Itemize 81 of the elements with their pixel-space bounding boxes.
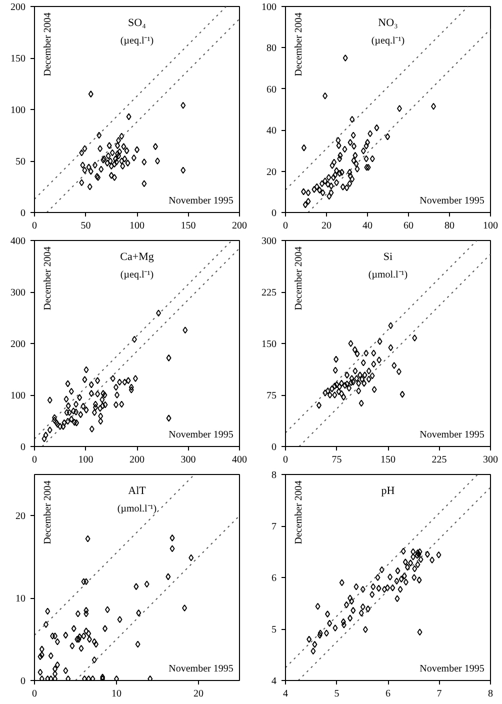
x-axis-title: November 1995	[420, 429, 484, 440]
y-tick-label: 150	[10, 54, 26, 64]
y-tick-label: 20	[16, 511, 26, 522]
y-tick-label: 0	[20, 208, 26, 219]
y-tick-label: 0	[20, 676, 26, 687]
y-tick-label: 0	[20, 442, 26, 453]
y-tick-label: 400	[10, 236, 26, 247]
y-tick-label: 6	[272, 573, 276, 584]
x-tick-label: 100	[130, 220, 144, 232]
x-tick-label: 150	[180, 220, 196, 232]
y-tick-label: 100	[262, 2, 276, 13]
x-tick-label: 50	[80, 220, 91, 232]
x-tick-label: 40	[362, 220, 372, 232]
x-tick-label: 200	[232, 220, 247, 232]
y-tick-label: 20	[266, 166, 276, 178]
y-axis-title: December 2004	[294, 12, 305, 76]
x-tick-label: 80	[444, 220, 454, 232]
text: NO₃	[378, 16, 398, 29]
x-tick-label: 0	[283, 454, 288, 466]
y-axis-title: December 2004	[42, 480, 54, 544]
x-tick-label: 4	[283, 688, 288, 700]
x-axis-title: November 1995	[168, 663, 234, 674]
x-axis-title: November 1995	[168, 195, 234, 206]
x-tick-label: 5	[334, 688, 340, 700]
text: (µmol.l⁻¹)	[368, 269, 408, 280]
x-tick-label: 8	[488, 688, 493, 700]
x-tick-label: 7	[436, 688, 442, 700]
y-tick-label: 225	[262, 288, 276, 298]
y-tick-label: 100	[10, 390, 26, 402]
y-tick-label: 10	[16, 594, 26, 605]
x-tick-label: 150	[380, 454, 396, 466]
x-tick-label: 100	[78, 454, 94, 466]
y-tick-label: 75	[266, 390, 276, 402]
x-axis-title: November 1995	[420, 663, 484, 674]
x-tick-label: 20	[322, 220, 332, 232]
x-tick-label: 10	[112, 688, 122, 700]
text: (µeq.l⁻¹)	[120, 35, 154, 46]
y-tick-label: 40	[266, 126, 276, 137]
y-axis-title: December 2004	[42, 12, 54, 76]
text: (µmol.l⁻¹)	[117, 503, 157, 514]
x-tick-label: 300	[483, 454, 498, 466]
y-tick-label: 50	[16, 156, 26, 168]
y-tick-label: 4	[272, 676, 276, 687]
text: Ca+Mg	[120, 250, 154, 263]
y-axis-title: December 2004	[42, 246, 54, 310]
x-tick-label: 200	[130, 454, 144, 466]
x-tick-label: 100	[483, 220, 498, 232]
x-tick-label: 0	[32, 688, 37, 700]
y-axis-title: December 2004	[294, 480, 305, 544]
y-tick-label: 300	[10, 288, 26, 298]
y-tick-label: 200	[10, 339, 26, 350]
text: pH	[381, 484, 395, 497]
text: (µeq.l⁻¹)	[120, 269, 154, 280]
x-tick-label: 400	[232, 454, 247, 466]
x-tick-label: 0	[32, 220, 37, 232]
y-tick-label: 80	[266, 43, 276, 54]
x-tick-label: 6	[386, 688, 390, 700]
x-axis-title: November 1995	[420, 195, 484, 206]
x-tick-label: 225	[432, 454, 447, 466]
text: Si	[383, 250, 393, 263]
x-tick-label: 0	[283, 220, 288, 232]
y-tick-label: 5	[272, 624, 276, 636]
y-tick-label: 60	[266, 84, 276, 96]
y-axis-title: December 2004	[294, 246, 305, 310]
y-tick-label: 0	[272, 442, 276, 453]
x-tick-label: 300	[180, 454, 196, 466]
y-tick-label: 150	[262, 339, 276, 350]
y-tick-label: 0	[272, 208, 276, 219]
x-tick-label: 60	[404, 220, 414, 232]
y-tick-label: 200	[10, 2, 26, 13]
text: SO₄	[128, 16, 146, 29]
text: (µeq.l⁻¹)	[371, 35, 405, 46]
y-tick-label: 100	[10, 105, 26, 116]
y-tick-label: 7	[272, 522, 276, 532]
y-tick-label: 8	[272, 470, 276, 481]
text: AlT	[128, 484, 146, 497]
x-axis-title: November 1995	[168, 429, 234, 440]
x-tick-label: 20	[194, 688, 204, 700]
y-tick-label: 300	[262, 236, 276, 247]
x-tick-label: 0	[32, 454, 37, 466]
x-tick-label: 75	[332, 454, 342, 466]
